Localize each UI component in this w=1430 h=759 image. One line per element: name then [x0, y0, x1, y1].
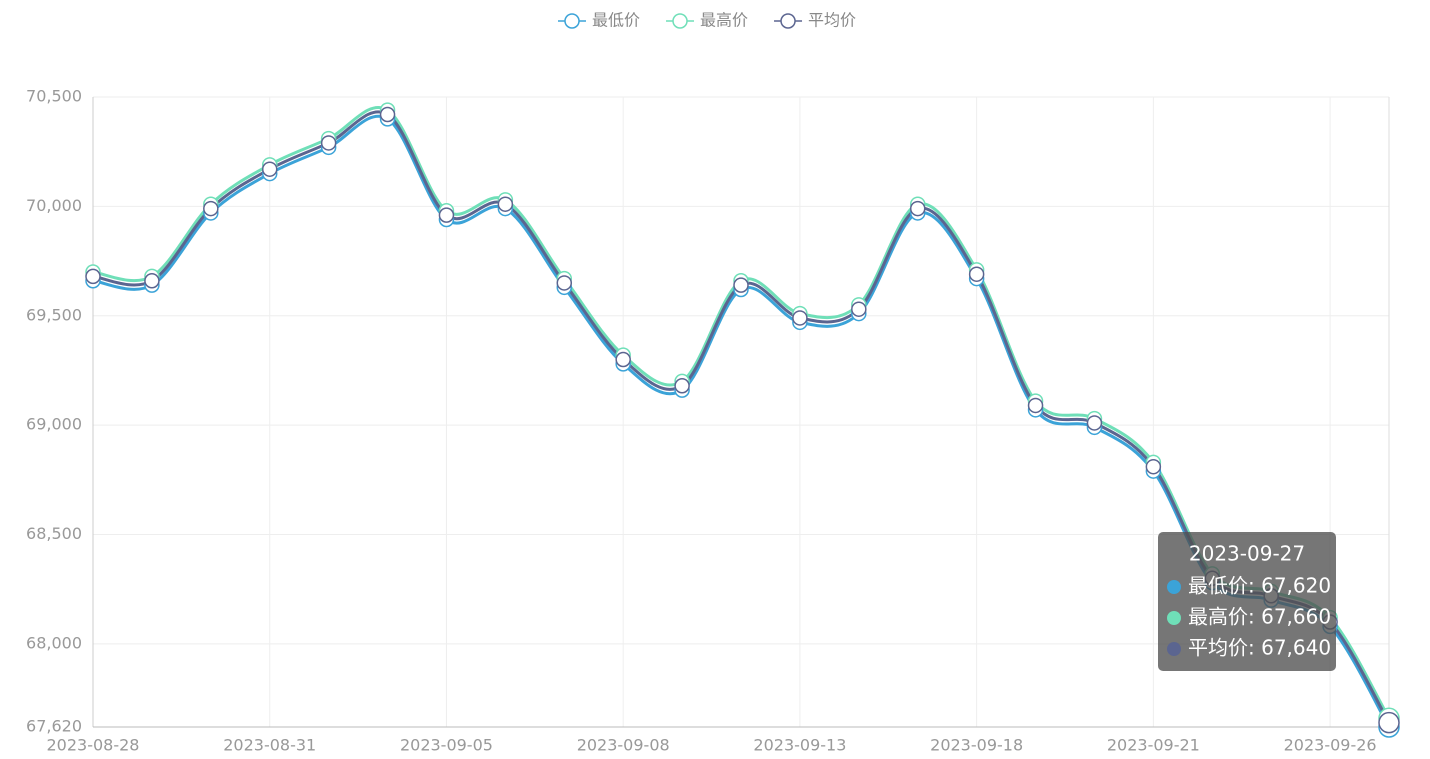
point [144, 273, 160, 289]
y-tick-label: 70,500 [26, 87, 82, 106]
tooltip-box [1158, 532, 1336, 671]
point [1378, 711, 1400, 734]
legend: 最低价 最高价 平均价 [558, 11, 856, 30]
legend-icon [564, 13, 580, 29]
tooltip-dot [1167, 611, 1181, 625]
point [909, 200, 926, 217]
point [1086, 415, 1103, 431]
point [261, 161, 278, 177]
point [674, 378, 690, 394]
point [203, 200, 219, 217]
x-tick-label: 2023-09-05 [400, 736, 493, 755]
legend-icon [780, 13, 796, 29]
point [968, 266, 985, 282]
point [320, 135, 337, 151]
legend-icon [672, 13, 688, 29]
tooltip-dot [1167, 580, 1181, 594]
y-tick-label: 70,000 [26, 196, 82, 215]
y-tick-label: 67,620 [26, 717, 82, 736]
point [497, 196, 514, 212]
point [615, 351, 631, 368]
y-tick-label: 69,000 [26, 415, 82, 434]
tooltip-title: 2023-09-27 [1189, 542, 1305, 566]
point [1145, 458, 1162, 475]
tooltip-line: 最高价: 67,660 [1188, 605, 1331, 629]
tooltip-line: 最低价: 67,620 [1188, 574, 1331, 598]
point [792, 310, 808, 326]
legend-label[interactable]: 最高价 [700, 11, 748, 30]
legend-label[interactable]: 最低价 [592, 11, 640, 30]
point [85, 268, 101, 285]
point [438, 207, 455, 223]
x-tick-label: 2023-09-08 [577, 736, 670, 755]
tooltip-dot [1167, 642, 1181, 656]
legend-label[interactable]: 平均价 [808, 11, 856, 30]
tooltip: 2023-09-27 最低价: 67,620 最高价: 67,660 平均价: 67,… [1158, 532, 1336, 671]
x-tick-label: 2023-09-13 [753, 736, 846, 755]
point [556, 275, 573, 291]
x-tick-label: 2023-09-26 [1284, 736, 1377, 755]
point [1027, 397, 1044, 414]
y-tick-label: 68,000 [26, 633, 82, 652]
tooltip-line: 平均价: 67,640 [1188, 636, 1331, 660]
x-tick-label: 2023-08-28 [47, 736, 140, 755]
point [379, 106, 396, 123]
point [733, 277, 749, 293]
x-tick-label: 2023-09-21 [1107, 736, 1200, 755]
x-tick-label: 2023-09-18 [930, 736, 1023, 755]
point [851, 301, 867, 317]
y-tick-label: 69,500 [26, 305, 82, 324]
y-tick-label: 68,500 [26, 524, 82, 543]
x-tick-label: 2023-08-31 [223, 736, 316, 755]
